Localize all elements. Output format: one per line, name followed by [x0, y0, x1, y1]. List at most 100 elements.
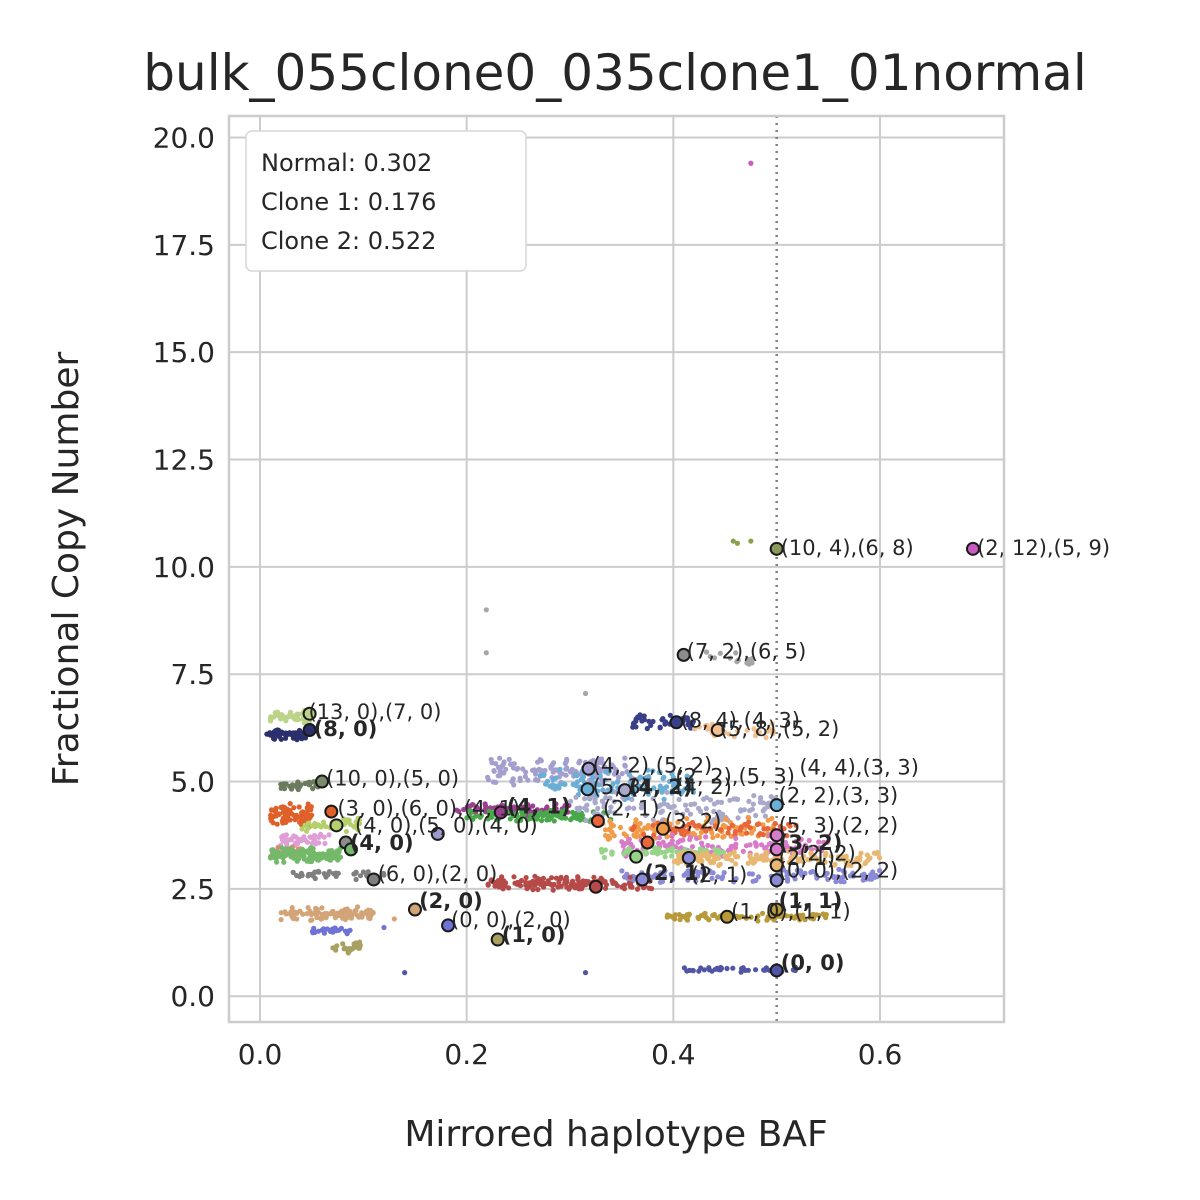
- x-tick-label: 0.0: [238, 1038, 283, 1071]
- data-point: [705, 842, 711, 849]
- legend-entry-clone-2: Clone 2: 0.522: [261, 227, 436, 255]
- data-point: [730, 965, 736, 971]
- data-point: [825, 876, 831, 883]
- data-point: [677, 838, 683, 844]
- data-point: [731, 849, 737, 855]
- legend-box: [245, 130, 527, 272]
- data-point: [742, 967, 749, 974]
- data-point: [526, 880, 533, 886]
- data-point: [802, 870, 808, 877]
- copy-number-state-label: (2, 2): [799, 842, 855, 866]
- x-axis-label: Mirrored haplotype BAF: [404, 1114, 827, 1155]
- data-point: [651, 785, 657, 791]
- data-point: [720, 823, 726, 829]
- data-point: [556, 785, 562, 791]
- data-point: [299, 826, 305, 832]
- data-point: [661, 796, 667, 802]
- data-point: [676, 912, 682, 918]
- copy-number-state-label: (8, 0): [314, 717, 378, 741]
- data-point: [342, 945, 348, 951]
- data-point: [685, 718, 691, 724]
- data-point: [795, 856, 802, 862]
- data-point: [712, 846, 718, 852]
- data-point: [597, 773, 603, 779]
- data-point: [810, 868, 816, 875]
- data-point: [858, 850, 864, 856]
- data-point: [553, 767, 559, 773]
- data-point: [687, 811, 694, 817]
- data-point: [511, 874, 517, 880]
- data-point: [593, 780, 599, 786]
- data-point: [753, 967, 759, 973]
- data-point: [733, 861, 739, 867]
- data-point: [318, 824, 324, 830]
- copy-number-state-label: (5, 3),(2, 2): [779, 814, 899, 838]
- data-point: [295, 786, 301, 793]
- data-point: [296, 856, 302, 862]
- data-point: [347, 821, 353, 827]
- copy-number-state-label: (1, 0): [502, 923, 566, 947]
- data-point: [676, 777, 683, 784]
- data-point: [684, 968, 690, 974]
- outlier-point: [582, 690, 589, 697]
- data-point: [523, 875, 529, 881]
- data-point: [312, 875, 318, 882]
- data-point: [825, 839, 831, 845]
- data-point: [703, 834, 709, 840]
- data-point: [568, 883, 575, 889]
- data-point: [510, 776, 516, 782]
- data-point: [685, 722, 691, 728]
- data-point: [786, 848, 792, 854]
- data-point: [619, 868, 625, 874]
- data-point: [278, 736, 284, 742]
- data-point: [624, 806, 630, 812]
- data-point: [564, 884, 570, 890]
- data-point: [291, 783, 297, 789]
- data-point: [316, 840, 322, 846]
- data-point: [298, 782, 304, 788]
- data-point: [301, 856, 307, 862]
- data-point: [636, 776, 642, 782]
- data-point: [341, 816, 347, 822]
- data-point: [321, 871, 327, 877]
- data-point: [771, 917, 777, 923]
- data-point: [762, 813, 769, 819]
- data-point: [710, 834, 716, 841]
- cluster-centroids: [302, 541, 980, 978]
- data-point: [758, 795, 764, 801]
- data-point: [650, 822, 656, 828]
- data-point: [482, 807, 488, 813]
- scatter-points: [264, 160, 883, 976]
- chart-title: bulk_055clone0_035clone1_01normal: [143, 44, 1086, 102]
- data-point: [784, 913, 790, 919]
- cluster-centroid-marker: [441, 918, 456, 933]
- data-point: [797, 870, 803, 876]
- data-point: [574, 883, 580, 889]
- cluster-centroid-marker: [769, 798, 784, 813]
- data-point: [611, 771, 618, 777]
- data-point: [544, 880, 550, 887]
- data-point: [688, 725, 694, 731]
- copy-number-state-label: (2, 12),(5, 9): [977, 536, 1110, 560]
- copy-number-state-label: (4, 2): [675, 775, 731, 799]
- data-point: [634, 886, 641, 892]
- data-point: [595, 805, 601, 812]
- data-point: [291, 833, 297, 839]
- copy-number-state-label: (10, 0),(5, 0): [326, 766, 459, 790]
- data-point: [877, 868, 883, 874]
- data-point: [659, 849, 665, 855]
- data-point: [748, 855, 754, 862]
- data-point: [731, 734, 737, 740]
- data-point: [616, 774, 622, 781]
- data-point: [746, 819, 752, 825]
- data-point: [681, 823, 687, 829]
- data-point: [630, 791, 637, 798]
- data-point: [650, 796, 656, 802]
- data-point: [701, 796, 707, 802]
- data-point: [611, 799, 617, 805]
- data-point: [539, 818, 545, 824]
- data-point: [738, 807, 744, 813]
- data-point: [659, 878, 666, 885]
- data-point: [631, 805, 637, 811]
- data-point: [667, 712, 673, 718]
